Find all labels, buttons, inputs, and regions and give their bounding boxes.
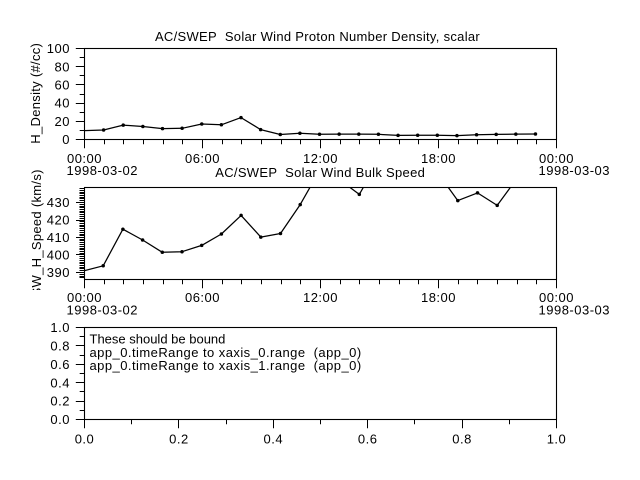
svg-text:12:00: 12:00	[303, 151, 338, 166]
svg-text:SW_H_Speed (km/s): SW_H_Speed (km/s)	[29, 169, 44, 296]
svg-text:app_0.timeRange to xaxis_0.ran: app_0.timeRange to xaxis_0.range (app_0)	[90, 345, 362, 360]
svg-text:1998-03-02: 1998-03-02	[67, 163, 139, 178]
svg-text:00:00: 00:00	[67, 151, 102, 166]
svg-text:100: 100	[47, 41, 70, 56]
svg-text:410: 410	[47, 230, 70, 245]
svg-text:These should be bound: These should be bound	[90, 332, 226, 347]
svg-text:0: 0	[62, 132, 70, 147]
svg-text:0.8: 0.8	[50, 339, 70, 354]
svg-text:0.0: 0.0	[50, 412, 70, 427]
svg-text:00:00: 00:00	[67, 290, 102, 305]
svg-text:H_Density (#/cc): H_Density (#/cc)	[28, 43, 43, 144]
svg-text:0.6: 0.6	[50, 357, 70, 372]
svg-text:12:00: 12:00	[303, 290, 338, 305]
svg-text:1998-03-03: 1998-03-03	[539, 303, 611, 318]
svg-text:390: 390	[47, 265, 70, 280]
svg-text:00:00: 00:00	[539, 151, 574, 166]
svg-text:app_0.timeRange to xaxis_1.ran: app_0.timeRange to xaxis_1.range (app_0)	[90, 358, 362, 373]
svg-text:0.6: 0.6	[358, 431, 378, 446]
svg-text:40: 40	[55, 96, 70, 111]
svg-text:00:00: 00:00	[539, 290, 574, 305]
svg-text:0.2: 0.2	[50, 394, 70, 409]
svg-text:0.8: 0.8	[452, 431, 472, 446]
svg-text:400: 400	[47, 248, 70, 263]
svg-text:0.0: 0.0	[75, 431, 95, 446]
svg-text:1998-03-03: 1998-03-03	[539, 163, 611, 178]
svg-text:06:00: 06:00	[185, 151, 220, 166]
svg-text:80: 80	[55, 59, 70, 74]
svg-text:18:00: 18:00	[421, 151, 456, 166]
svg-text:AC/SWEP Solar Wind Bulk Speed: AC/SWEP Solar Wind Bulk Speed	[215, 165, 425, 180]
svg-text:1998-03-02: 1998-03-02	[67, 303, 139, 318]
svg-text:0.4: 0.4	[264, 431, 284, 446]
svg-text:1.0: 1.0	[50, 320, 70, 335]
svg-text:430: 430	[47, 195, 70, 210]
svg-text:06:00: 06:00	[185, 290, 220, 305]
svg-text:0.2: 0.2	[169, 431, 189, 446]
svg-text:60: 60	[55, 78, 70, 93]
svg-text:AC/SWEP Solar Wind Proton Num: AC/SWEP Solar Wind Proton Number Density…	[155, 29, 480, 44]
svg-text:1.0: 1.0	[547, 431, 567, 446]
svg-text:20: 20	[55, 114, 70, 129]
svg-text:18:00: 18:00	[421, 290, 456, 305]
svg-text:0.4: 0.4	[50, 375, 70, 390]
svg-text:420: 420	[47, 213, 70, 228]
